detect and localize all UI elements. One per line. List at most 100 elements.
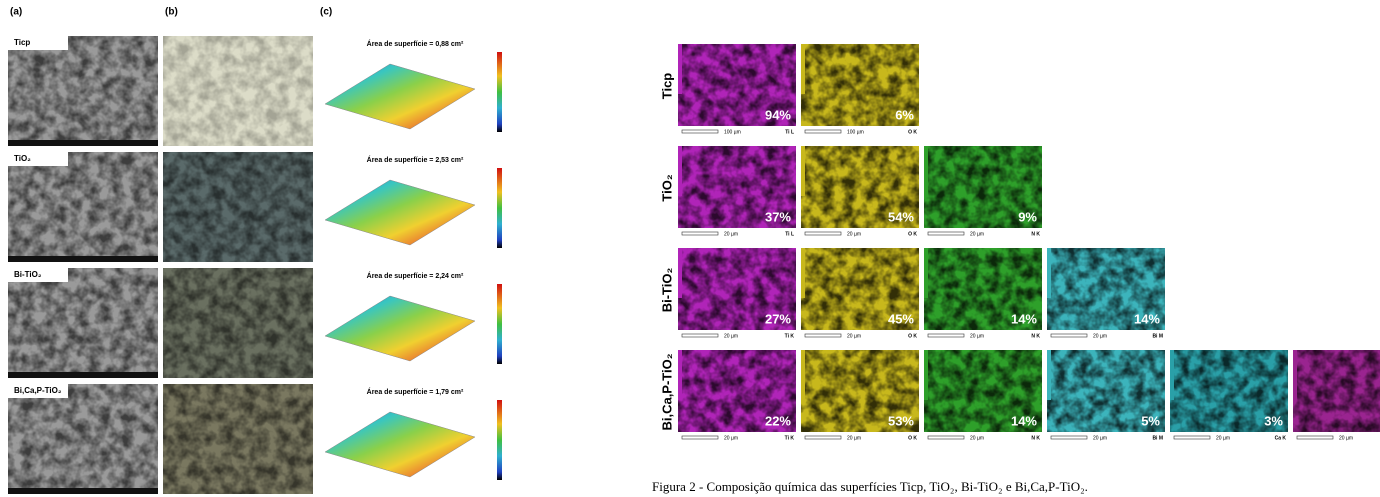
map-scale-strip	[678, 248, 682, 298]
scale-label: 20 µm	[1216, 435, 1230, 441]
element-label: N K	[1031, 435, 1040, 441]
element-label: Ti L	[785, 129, 794, 135]
area-label: Área de superfície = 2,24 cm²	[367, 271, 464, 280]
element-label: Bi M	[1152, 333, 1163, 339]
scale-bar	[928, 436, 964, 439]
scale-label: 100 µm	[724, 129, 741, 135]
color-bar	[497, 400, 502, 480]
element-label: O K	[908, 231, 917, 237]
percent-label: 37%	[765, 209, 791, 224]
map-scale-strip	[801, 44, 805, 94]
eds-texture	[1293, 350, 1380, 432]
percent-label: 14%	[1134, 311, 1160, 326]
row-label: Bi-TiO₂	[659, 268, 674, 313]
panel-label: (c)	[320, 7, 332, 18]
surface-3d	[325, 180, 475, 245]
sem-footer	[8, 372, 158, 378]
scale-label: 20 µm	[1093, 333, 1107, 339]
sem-footer	[8, 140, 158, 146]
scale-bar	[928, 334, 964, 337]
scale-label: 20 µm	[724, 231, 738, 237]
map-scale-strip	[801, 146, 805, 196]
figure: (a) (b) (c) Figura 2 - Composição químic…	[0, 0, 1380, 497]
area-label: Área de superfície = 2,53 cm²	[367, 155, 464, 164]
sem-texture	[8, 152, 158, 262]
map-scale-strip	[1047, 350, 1051, 400]
scale-bar	[805, 130, 841, 133]
map-scale-strip	[924, 248, 928, 298]
map-scale-strip	[1293, 350, 1297, 400]
scale-bar	[928, 232, 964, 235]
sem-texture	[8, 268, 158, 378]
surface-3d	[325, 412, 475, 477]
map-scale-strip	[801, 350, 805, 400]
map-scale-strip	[678, 350, 682, 400]
sample-label: Bi,Ca,P-TiO₂	[14, 386, 62, 395]
scale-label: 20 µm	[724, 435, 738, 441]
scale-bar	[682, 436, 718, 439]
scale-bar	[805, 232, 841, 235]
sem-texture	[8, 36, 158, 146]
element-label: N K	[1031, 333, 1040, 339]
row-label: Bi,Ca,P-TiO₂	[659, 353, 674, 430]
element-label: Ti K	[785, 435, 795, 441]
scale-label: 20 µm	[1093, 435, 1107, 441]
color-bar	[497, 52, 502, 132]
percent-label: 53%	[888, 413, 914, 428]
map-scale-strip	[678, 146, 682, 196]
scale-bar	[682, 232, 718, 235]
scale-label: 20 µm	[970, 333, 984, 339]
percent-label: 9%	[1018, 209, 1037, 224]
scale-label: 20 µm	[970, 435, 984, 441]
scale-label: 20 µm	[724, 333, 738, 339]
color-bar	[497, 168, 502, 248]
panel-label: (b)	[165, 7, 178, 18]
element-label: Ca K	[1275, 435, 1287, 441]
scale-bar	[805, 436, 841, 439]
sample-label: Bi-TiO₂	[14, 270, 42, 279]
sem-footer	[8, 256, 158, 262]
optical-texture	[163, 268, 313, 378]
optical-texture	[163, 36, 313, 146]
map-scale-strip	[924, 146, 928, 196]
element-label: Ti L	[785, 231, 794, 237]
element-label: Ti K	[785, 333, 795, 339]
scale-label: 20 µm	[847, 435, 861, 441]
optical-texture	[163, 384, 313, 494]
element-label: O K	[908, 333, 917, 339]
percent-label: 6%	[895, 107, 914, 122]
sample-label: Ticp	[14, 38, 30, 47]
percent-label: 3%	[1264, 413, 1283, 428]
map-scale-strip	[678, 44, 682, 94]
percent-label: 45%	[888, 311, 914, 326]
scale-bar	[805, 334, 841, 337]
sem-footer	[8, 488, 158, 494]
row-label: Ticp	[659, 73, 674, 100]
scale-label: 20 µm	[970, 231, 984, 237]
area-label: Área de superfície = 0,88 cm²	[367, 39, 464, 48]
scale-label: 20 µm	[1339, 435, 1353, 441]
map-scale-strip	[1170, 350, 1174, 400]
percent-label: 14%	[1011, 311, 1037, 326]
percent-label: 14%	[1011, 413, 1037, 428]
area-label: Área de superfície = 1,79 cm²	[367, 387, 464, 396]
sem-texture	[8, 384, 158, 494]
map-scale-strip	[1047, 248, 1051, 298]
caption: Figura 2 - Composição química das superf…	[652, 479, 1088, 494]
percent-label: 54%	[888, 209, 914, 224]
scale-label: 20 µm	[847, 333, 861, 339]
scale-bar	[1051, 334, 1087, 337]
scale-bar	[682, 130, 718, 133]
panel-label: (a)	[10, 7, 22, 18]
element-label: Bi M	[1152, 435, 1163, 441]
color-bar	[497, 284, 502, 364]
percent-label: 22%	[765, 413, 791, 428]
sample-label: TiO₂	[14, 154, 31, 163]
scale-bar	[1051, 436, 1087, 439]
element-label: O K	[908, 129, 917, 135]
percent-label: 94%	[765, 107, 791, 122]
optical-texture	[163, 152, 313, 262]
scale-bar	[1174, 436, 1210, 439]
surface-3d	[325, 296, 475, 361]
map-scale-strip	[924, 350, 928, 400]
